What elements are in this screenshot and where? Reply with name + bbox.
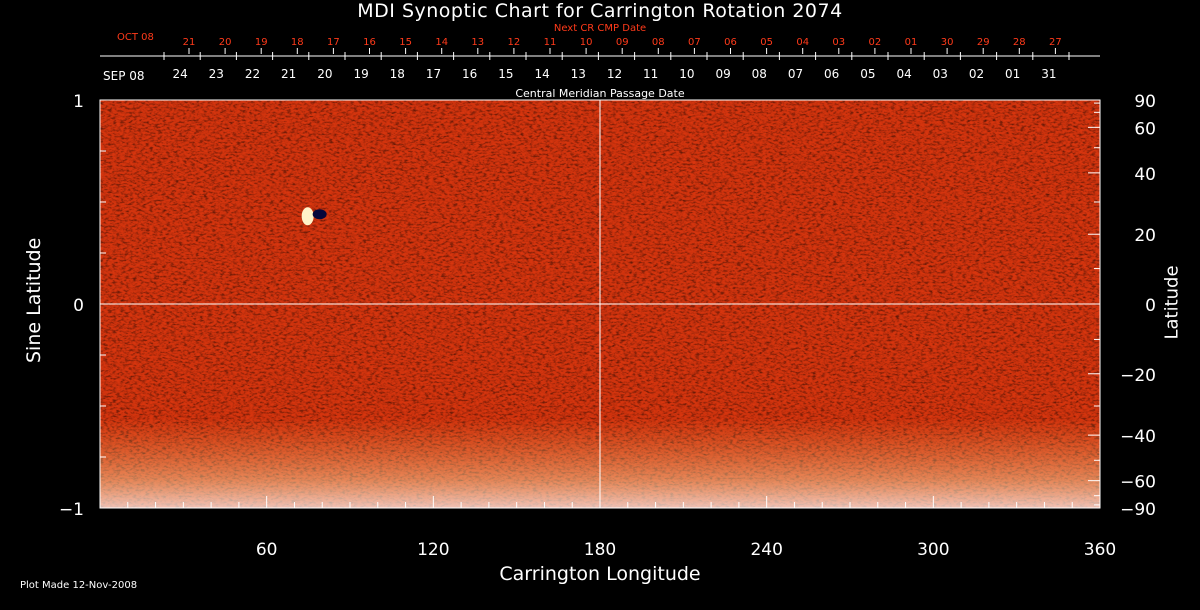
cmp-day-label: 09 xyxy=(715,67,730,81)
next-cmp-day-label: 27 xyxy=(1049,37,1062,48)
y-left-tick-label: 0 xyxy=(73,296,84,316)
cmp-day-label: 06 xyxy=(824,67,839,81)
active-region xyxy=(301,207,327,226)
cmp-day-label: 11 xyxy=(643,67,658,81)
x-tick-label: 120 xyxy=(417,540,449,560)
y-right-tick-label: −60 xyxy=(1120,473,1156,493)
cmp-day-label: 15 xyxy=(498,67,513,81)
y-left-tick-label: 1 xyxy=(73,92,84,112)
next-cmp-day-label: 21 xyxy=(183,37,196,48)
next-cmp-day-label: 15 xyxy=(399,37,412,48)
cmp-day-label: 04 xyxy=(896,67,911,81)
x-axis-title: Carrington Longitude xyxy=(499,563,701,585)
y-right-tick-label: 40 xyxy=(1134,165,1156,185)
next-cmp-day-label: 14 xyxy=(435,37,448,48)
next-cmp-day-label: 11 xyxy=(544,37,557,48)
cmp-day-label: 22 xyxy=(245,67,260,81)
cmp-start-label: SEP 08 xyxy=(103,69,145,83)
x-tick-label: 180 xyxy=(584,540,616,560)
next-cmp-day-label: 19 xyxy=(255,37,268,48)
next-cmp-day-label: 10 xyxy=(580,37,593,48)
y-right-tick-label: −90 xyxy=(1120,500,1156,520)
next-cmp-day-label: 02 xyxy=(869,37,882,48)
chart-title: MDI Synoptic Chart for Carrington Rotati… xyxy=(357,0,843,22)
y-right-tick-label: 20 xyxy=(1134,226,1156,246)
next-cmp-day-label: 08 xyxy=(652,37,665,48)
next-cmp-day-label: 09 xyxy=(616,37,629,48)
cmp-day-label: 01 xyxy=(1005,67,1020,81)
next-cmp-day-label: 07 xyxy=(688,37,701,48)
cmp-day-label: 12 xyxy=(607,67,622,81)
x-tick-label: 60 xyxy=(256,540,278,560)
cmp-day-label: 08 xyxy=(752,67,767,81)
next-cmp-day-label: 28 xyxy=(1013,37,1026,48)
cmp-day-label: 03 xyxy=(933,67,948,81)
y-right-tick-label: −40 xyxy=(1120,427,1156,447)
cmp-day-label: 19 xyxy=(353,67,368,81)
cmp-day-label: 05 xyxy=(860,67,875,81)
cmp-axis-label: Central Meridian Passage Date xyxy=(515,87,685,100)
x-tick-label: 360 xyxy=(1084,540,1116,560)
cmp-day-label: 23 xyxy=(209,67,224,81)
next-cmp-day-label: 30 xyxy=(941,37,954,48)
active-region-negative xyxy=(312,209,327,220)
cmp-day-label: 20 xyxy=(317,67,332,81)
next-cmp-day-label: 05 xyxy=(760,37,773,48)
y-left-tick-label: −1 xyxy=(59,500,84,520)
next-cmp-day-label: 17 xyxy=(327,37,340,48)
cmp-day-label: 31 xyxy=(1041,67,1056,81)
x-tick-label: 240 xyxy=(750,540,782,560)
y-axis-title-left: Sine Latitude xyxy=(23,237,45,363)
active-region-positive xyxy=(301,207,314,226)
cmp-day-label: 13 xyxy=(571,67,586,81)
next-cmp-day-label: 20 xyxy=(219,37,232,48)
y-right-tick-label: 90 xyxy=(1134,92,1156,112)
cmp-day-label: 24 xyxy=(172,67,187,81)
next-cmp-day-label: 18 xyxy=(291,37,304,48)
cmp-day-label: 07 xyxy=(788,67,803,81)
y-right-tick-label: 0 xyxy=(1145,296,1156,316)
cmp-day-label: 02 xyxy=(969,67,984,81)
cmp-day-label: 17 xyxy=(426,67,441,81)
next-cmp-day-label: 13 xyxy=(471,37,484,48)
cmp-day-label: 16 xyxy=(462,67,477,81)
cmp-day-label: 10 xyxy=(679,67,694,81)
y-axis-title-right: Latitude xyxy=(1161,265,1183,340)
y-right-tick-label: −20 xyxy=(1120,366,1156,386)
cmp-day-label: 14 xyxy=(534,67,549,81)
next-cmp-day-label: 03 xyxy=(832,37,845,48)
next-cmp-day-label: 01 xyxy=(905,37,918,48)
cmp-day-label: 18 xyxy=(390,67,405,81)
next-cmp-day-label: 29 xyxy=(977,37,990,48)
next-cmp-day-label: 12 xyxy=(508,37,521,48)
x-tick-label: 300 xyxy=(917,540,949,560)
next-cmp-day-label: 06 xyxy=(724,37,737,48)
next-cmp-day-label: 04 xyxy=(796,37,809,48)
footer-text: Plot Made 12-Nov-2008 xyxy=(20,580,138,591)
next-cmp-start-label: OCT 08 xyxy=(117,32,154,43)
cmp-day-label: 21 xyxy=(281,67,296,81)
y-right-tick-label: 60 xyxy=(1134,119,1156,139)
next-cmp-day-label: 16 xyxy=(363,37,376,48)
next-cmp-axis-label: Next CR CMP Date xyxy=(553,23,647,34)
